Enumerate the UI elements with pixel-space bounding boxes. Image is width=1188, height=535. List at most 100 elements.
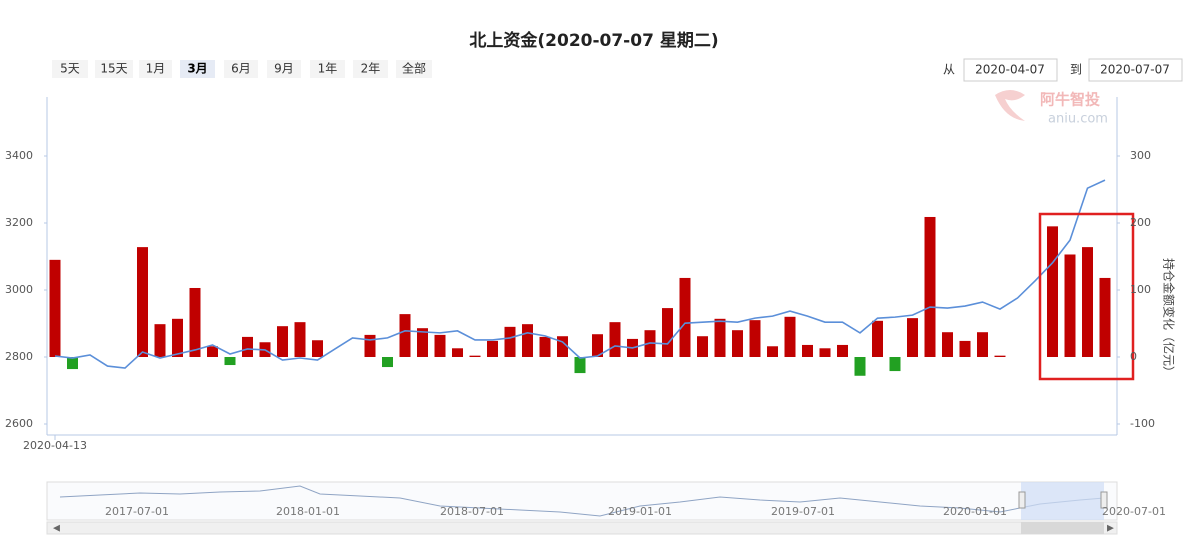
bar xyxy=(522,324,533,357)
bar xyxy=(732,330,743,357)
bar xyxy=(1099,277,1111,357)
bar xyxy=(399,314,411,357)
bar xyxy=(994,355,1006,357)
bar xyxy=(1047,226,1058,357)
bar xyxy=(662,308,673,357)
range-button-label: 1年 xyxy=(318,62,338,76)
scrollbar[interactable] xyxy=(46,521,1118,535)
bar xyxy=(819,348,831,357)
y-tick-label: 3400 xyxy=(5,149,33,162)
bar xyxy=(67,357,78,370)
bar xyxy=(539,336,551,357)
range-button-label: 1月 xyxy=(146,62,166,76)
watermark-name: 阿牛智投 xyxy=(1040,91,1100,109)
y-tick-label: 2800 xyxy=(5,350,33,363)
range-button-label: 5天 xyxy=(60,62,80,76)
range-button[interactable] xyxy=(267,60,301,78)
bar xyxy=(49,259,61,357)
watermark-site: aniu.com xyxy=(1048,112,1108,127)
range-button-label: 6月 xyxy=(231,62,251,76)
range-button[interactable] xyxy=(224,60,258,78)
range-button[interactable] xyxy=(353,60,388,78)
range-button[interactable] xyxy=(52,60,88,78)
highlight-box xyxy=(1038,212,1135,381)
navigator-handle[interactable] xyxy=(1018,491,1026,509)
bar xyxy=(942,332,953,357)
range-button-label: 全部 xyxy=(402,61,426,76)
bar xyxy=(224,357,236,366)
bar xyxy=(784,316,796,357)
bar xyxy=(364,334,376,357)
bar xyxy=(242,336,253,357)
bar xyxy=(749,320,761,357)
y-tick-label: 2600 xyxy=(5,417,33,430)
range-button-label: 3月 xyxy=(187,62,207,76)
date-from-input[interactable] xyxy=(963,58,1058,82)
y2-axis-label: 持仓金额变化（亿元） xyxy=(1162,258,1177,378)
bar xyxy=(154,324,166,357)
scroll-left[interactable]: ◀ xyxy=(53,524,60,534)
bar xyxy=(592,334,603,357)
range-button[interactable] xyxy=(139,60,172,78)
bar xyxy=(382,357,393,368)
navigator-label: 2018-07-01 xyxy=(440,505,504,518)
navigator-label: 2018-01-01 xyxy=(276,505,340,518)
y-tick-label: 3000 xyxy=(5,283,33,296)
bar xyxy=(889,357,901,372)
bar xyxy=(137,247,148,357)
bar xyxy=(189,287,201,357)
range-button[interactable] xyxy=(95,60,133,78)
bar xyxy=(977,332,988,357)
bar xyxy=(907,318,918,357)
scrollbar-thumb[interactable] xyxy=(1021,522,1104,534)
x-tick-label: 2020-04-13 xyxy=(23,439,87,452)
bar xyxy=(697,336,708,357)
bar xyxy=(802,344,813,357)
y2-tick-label: 200 xyxy=(1130,216,1151,229)
bar xyxy=(452,348,463,357)
navigator-handle[interactable] xyxy=(1100,491,1108,509)
watermark-logo xyxy=(995,90,1025,121)
navigator-label: 2020-07-01 xyxy=(1102,505,1166,518)
bar xyxy=(837,344,848,357)
bar xyxy=(557,336,568,357)
y2-tick-label: 300 xyxy=(1130,149,1151,162)
navigator-line xyxy=(59,485,1105,517)
navigator-label: 2019-01-01 xyxy=(608,505,672,518)
date-to: 2020-07-07 xyxy=(1100,63,1170,77)
range-button[interactable] xyxy=(310,60,345,78)
bar xyxy=(312,340,323,357)
line xyxy=(54,179,1106,369)
y2-tick-label: 0 xyxy=(1130,350,1137,363)
range-button-label: 15天 xyxy=(100,62,127,76)
range-button[interactable] xyxy=(180,60,215,78)
y2-tick-label: -100 xyxy=(1130,417,1155,430)
bar xyxy=(504,326,516,357)
bar xyxy=(417,328,428,357)
date-from: 2020-04-07 xyxy=(975,63,1045,77)
navigator xyxy=(46,481,1118,521)
bar xyxy=(1064,254,1076,357)
bar xyxy=(277,326,288,357)
range-button-label: 9月 xyxy=(274,62,294,76)
date-from-label: 从 xyxy=(943,63,955,77)
scroll-right[interactable]: ▶ xyxy=(1107,524,1114,534)
bar xyxy=(207,346,218,357)
bar xyxy=(924,216,936,357)
range-button[interactable] xyxy=(396,60,432,78)
date-to-label: 到 xyxy=(1070,63,1082,77)
bar xyxy=(487,340,498,357)
range-button-label: 2年 xyxy=(361,62,381,76)
bar xyxy=(767,346,778,357)
bar xyxy=(854,357,866,376)
date-to-input[interactable] xyxy=(1088,58,1183,82)
navigator-selection[interactable] xyxy=(1021,482,1104,520)
y-tick-label: 3200 xyxy=(5,216,33,229)
bar xyxy=(574,357,586,374)
chart-title: 北上资金(2020-07-07 星期二) xyxy=(469,30,718,51)
y2-tick-label: 100 xyxy=(1130,283,1151,296)
navigator-label: 2019-07-01 xyxy=(771,505,835,518)
bar xyxy=(434,334,446,357)
plot xyxy=(49,179,1111,376)
